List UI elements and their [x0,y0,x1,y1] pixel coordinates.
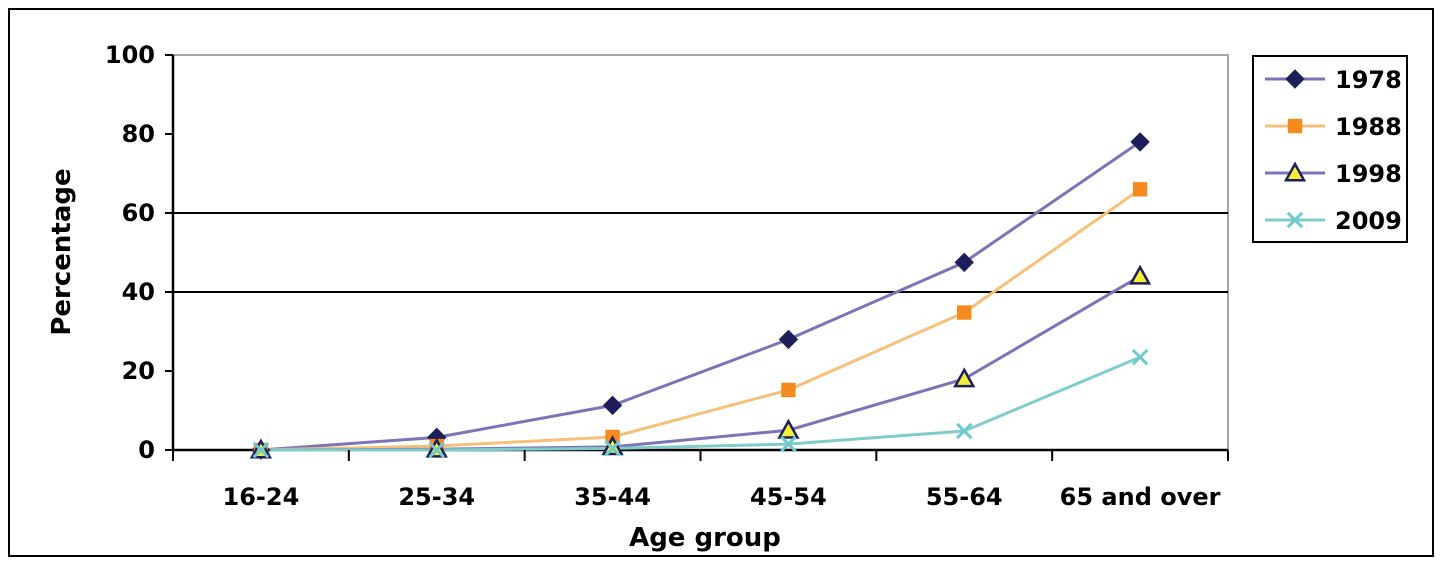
data-point-marker-stroke [1131,348,1149,366]
data-point-marker-stroke [604,440,621,457]
data-point-marker [957,305,972,320]
data-point-marker [777,418,800,439]
y-axis-title: Percentage [47,168,77,335]
x-tick-label: 35-44 [574,483,651,511]
data-point-marker [953,367,976,388]
series-line-2009 [260,355,1141,452]
data-point-marker [1128,264,1152,285]
y-tick-label: 60 [122,199,155,227]
data-point-marker [1132,182,1148,197]
y-tick-label: 40 [122,278,155,306]
chart-frame [8,8,1434,557]
data-point-marker-stroke [252,441,270,459]
x-axis-title: Age group [629,523,781,553]
data-point-marker-stroke [780,435,797,453]
y-tick-label: 20 [122,357,155,385]
data-point-marker [955,422,973,440]
y-tick-label: 80 [122,120,155,148]
data-point-marker [1130,132,1150,152]
data-point-marker [1131,348,1149,366]
legend-label-2009: 2009 [1335,207,1402,235]
x-tick-label: 16-24 [223,483,300,511]
y-tick-label: 100 [105,41,155,69]
data-point-marker-stroke [428,441,446,459]
data-point-marker [954,252,974,273]
data-point-marker [778,329,799,350]
data-point-marker [604,440,621,457]
data-point-marker [1285,69,1305,89]
data-point-marker [781,382,796,398]
plot-area [172,54,1229,451]
y-tick-label: 0 [138,436,155,464]
x-tick-label: 25-34 [398,483,475,511]
data-point-marker [1286,211,1304,229]
data-point-marker-stroke [1286,211,1304,229]
legend-label-1988: 1988 [1335,113,1402,141]
legend-box [1252,55,1408,243]
x-tick-label: 55-64 [926,483,1003,511]
data-point-marker [1287,118,1303,134]
data-point-marker [428,441,446,459]
data-point-marker [602,395,623,416]
data-point-marker [1283,161,1307,182]
legend: 1978 1988 1998 2009 [1252,55,1408,243]
data-point-marker [780,435,797,453]
legend-label-1998: 1998 [1335,160,1402,188]
data-point-marker [252,441,270,459]
series-line-1978 [260,140,1141,452]
data-point-marker-stroke [955,422,973,440]
series-line-1988 [260,188,1141,452]
legend-label-1978: 1978 [1335,66,1402,94]
x-tick-label: 65 and over [1060,483,1221,511]
x-tick-label: 45-54 [750,483,827,511]
